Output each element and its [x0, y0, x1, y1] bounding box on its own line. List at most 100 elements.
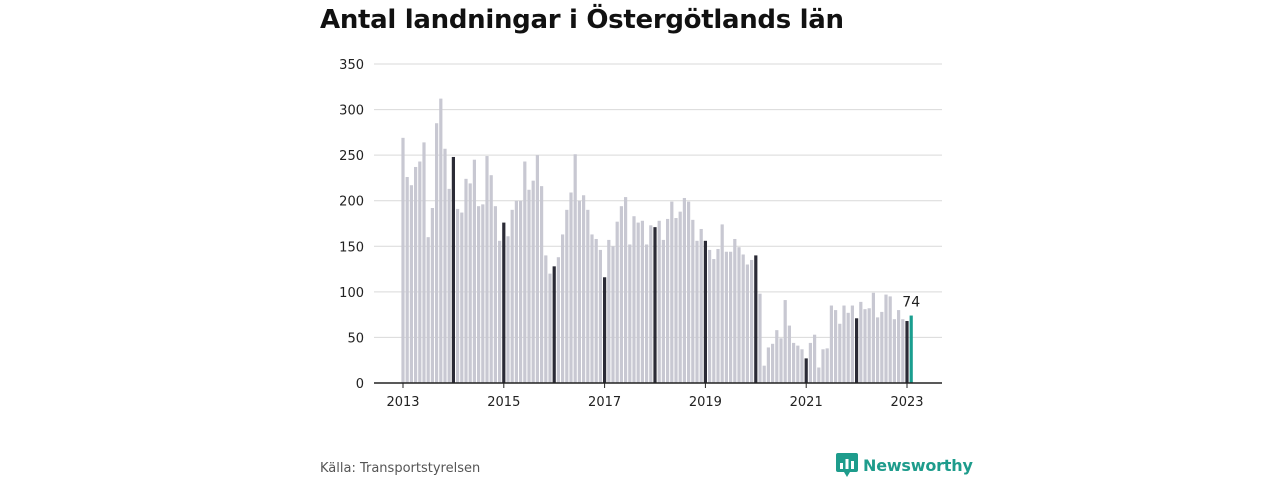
x-tick-label: 2015 [487, 395, 520, 410]
bar [624, 197, 628, 383]
bar [464, 178, 468, 383]
bar [430, 208, 434, 383]
y-tick-label: 150 [339, 240, 364, 255]
bar [535, 155, 539, 383]
bar [771, 343, 775, 383]
bar [645, 244, 649, 383]
bar [745, 264, 749, 383]
bar [519, 200, 523, 383]
bar-january [703, 240, 707, 383]
bar-january [905, 321, 909, 383]
bar [834, 310, 838, 383]
x-tick-label: 2019 [689, 395, 722, 410]
bar [514, 200, 518, 383]
bar [787, 325, 791, 383]
bar [682, 197, 686, 383]
bar [422, 142, 426, 383]
bar [888, 296, 892, 383]
bar [729, 251, 733, 383]
brand-logo: Newsworthy [836, 453, 973, 477]
bar [838, 323, 842, 383]
bar [699, 228, 703, 383]
bar-january [451, 156, 455, 383]
x-tick-label: 2023 [890, 395, 923, 410]
x-tick-label: 2013 [386, 395, 419, 410]
bar [867, 308, 871, 383]
bar [632, 216, 636, 383]
bar [405, 177, 409, 383]
bar [565, 209, 569, 383]
bar [880, 311, 884, 383]
bar [901, 319, 905, 383]
bar [792, 342, 796, 383]
bar-january [754, 255, 758, 383]
bar [489, 175, 493, 383]
y-axis: 0 50 100 150 200 250 300 350 [339, 58, 364, 392]
bar-latest [909, 315, 913, 383]
bar [485, 156, 489, 383]
bar [842, 305, 846, 383]
bar [590, 234, 594, 383]
bars [401, 98, 913, 384]
bar [586, 209, 590, 383]
bar [510, 209, 514, 383]
bar [678, 211, 682, 383]
bar [544, 255, 548, 383]
bar [859, 301, 863, 383]
bar [409, 185, 413, 383]
chart-bubble-icon [836, 453, 858, 477]
bar [775, 330, 779, 383]
bar [876, 317, 880, 383]
bar [708, 249, 712, 383]
y-tick-label: 0 [356, 377, 364, 392]
bar [674, 218, 678, 383]
bar [418, 161, 422, 383]
bar [846, 312, 850, 383]
bar [577, 200, 581, 383]
bar [649, 225, 653, 383]
bar [619, 206, 623, 383]
bar [897, 310, 901, 383]
bar [556, 257, 560, 383]
bar [414, 166, 418, 383]
bar [472, 159, 476, 383]
bar-january [603, 277, 607, 383]
bar [821, 349, 825, 383]
bar [766, 347, 770, 383]
bar-january [502, 222, 506, 383]
y-tick-label: 50 [347, 331, 364, 346]
bar [527, 189, 531, 383]
bar [884, 294, 888, 383]
last-value-label: 74 [902, 295, 920, 311]
bar-january [804, 358, 808, 383]
bar [540, 186, 544, 383]
bar [829, 305, 833, 383]
bar [691, 219, 695, 383]
bar [724, 251, 728, 383]
bar [750, 259, 754, 383]
y-tick-label: 250 [339, 149, 364, 164]
bar [607, 239, 611, 383]
bar [737, 247, 741, 383]
bar-january [552, 266, 556, 383]
bar [640, 220, 644, 383]
chart-title: Antal landningar i Östergötlands län [320, 5, 844, 35]
bar [779, 338, 783, 383]
bar [636, 222, 640, 383]
bar [657, 220, 661, 383]
x-tick-label: 2017 [588, 395, 621, 410]
bar [401, 137, 405, 383]
x-axis: 2013 2015 2017 2019 2021 2023 [374, 382, 942, 410]
bar [468, 183, 472, 383]
bar [456, 208, 460, 383]
bar [871, 292, 875, 383]
y-tick-label: 350 [339, 58, 364, 73]
bar [666, 218, 670, 383]
bar [783, 300, 787, 383]
bar [435, 123, 439, 384]
bar [548, 273, 552, 383]
y-tick-label: 100 [339, 286, 364, 301]
bar [573, 154, 577, 383]
bar [825, 348, 829, 383]
